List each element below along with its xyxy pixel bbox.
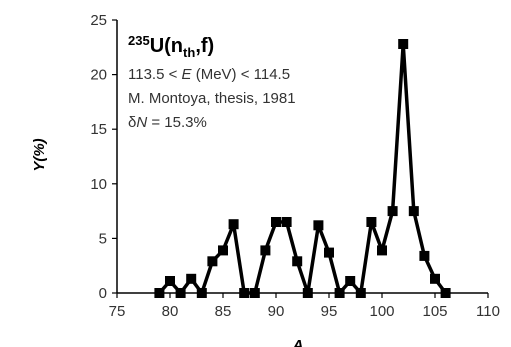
data-point xyxy=(345,276,356,286)
data-point xyxy=(154,288,165,298)
energy-suffix: (MeV) < 114.5 xyxy=(192,66,291,83)
x-tick-label: 75 xyxy=(109,303,126,320)
x-tick-label: 100 xyxy=(369,303,394,320)
x-axis-label: A xyxy=(292,337,304,347)
y-tick-label: 15 xyxy=(90,121,107,138)
y-tick-label: 5 xyxy=(99,230,107,247)
data-point xyxy=(249,288,260,298)
data-point xyxy=(408,206,419,217)
x-tick-label: 80 xyxy=(162,303,179,320)
data-point xyxy=(175,288,186,298)
data-point xyxy=(281,217,292,227)
axes xyxy=(116,20,488,294)
energy-range: 113.5 < E (MeV) < 114.5 xyxy=(128,66,290,83)
data-point xyxy=(271,217,281,227)
title-main: U(n xyxy=(150,35,183,57)
data-point xyxy=(260,245,271,256)
y-axis-label: Y(%) xyxy=(31,138,48,171)
series-line xyxy=(158,42,448,295)
delta-n: δN = 15.3% xyxy=(128,114,207,131)
data-point xyxy=(239,288,250,298)
data-point xyxy=(207,256,218,267)
y-tick-label: 10 xyxy=(90,176,107,193)
data-point xyxy=(302,288,313,298)
x-tick-label: 95 xyxy=(321,303,338,320)
x-tick-label: 110 xyxy=(476,303,500,320)
data-point xyxy=(430,273,440,284)
data-point xyxy=(377,245,387,256)
delta-prefix: δ xyxy=(128,114,136,131)
data-point xyxy=(324,247,334,258)
y-tick-label: 20 xyxy=(90,67,107,84)
x-tick-label: 85 xyxy=(215,303,232,320)
data-point xyxy=(419,250,430,261)
data-point xyxy=(398,39,409,49)
data-point xyxy=(228,219,239,230)
source-citation: M. Montoya, thesis, 1981 xyxy=(128,90,296,107)
data-point xyxy=(387,206,398,217)
data-point xyxy=(355,288,366,298)
x-tick-label: 105 xyxy=(422,303,447,320)
data-point xyxy=(186,273,197,284)
data-point xyxy=(165,276,175,286)
data-point xyxy=(366,217,377,227)
data-point xyxy=(292,256,303,267)
data-point xyxy=(313,220,324,231)
x-tick-label: 90 xyxy=(268,303,285,320)
energy-prefix: 113.5 < xyxy=(128,66,182,83)
data-point xyxy=(196,288,207,298)
data-point xyxy=(334,288,345,298)
energy-variable: E xyxy=(182,66,193,83)
y-tick-label: 25 xyxy=(90,12,107,29)
title-end: ,f) xyxy=(195,35,214,57)
title-subscript: th xyxy=(183,45,195,60)
title-mass-number: 235 xyxy=(128,33,150,48)
series-markers xyxy=(154,39,451,298)
annotation-block: 235U(nth,f) 113.5 < E (MeV) < 114.5 M. M… xyxy=(128,33,296,131)
delta-suffix: = 15.3% xyxy=(147,114,207,131)
data-point xyxy=(218,245,228,256)
reaction-title: 235U(nth,f) xyxy=(128,33,214,60)
x-ticks: 75 80 85 90 95 100 105 110 xyxy=(109,293,500,320)
y-tick-label: 0 xyxy=(99,285,107,302)
data-point xyxy=(440,288,451,298)
delta-variable: N xyxy=(136,114,147,131)
y-ticks: 0 5 10 15 20 25 xyxy=(90,12,117,302)
